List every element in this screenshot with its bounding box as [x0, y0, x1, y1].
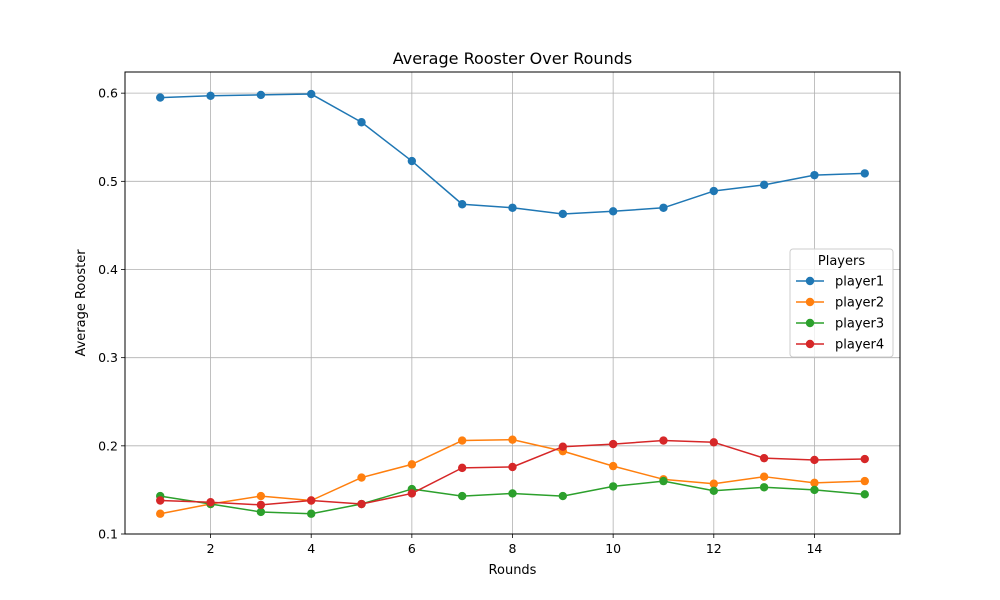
legend-swatch-marker — [805, 297, 815, 307]
data-point-player3 — [759, 483, 769, 492]
data-point-player4 — [307, 496, 316, 505]
data-point-player4 — [206, 498, 215, 507]
y-tick-label: 0.5 — [98, 174, 118, 189]
legend-swatch-marker — [805, 339, 815, 349]
data-point-player2 — [156, 509, 165, 518]
data-point-player2 — [810, 478, 819, 488]
legend-entry-player3: player3 — [835, 317, 884, 332]
data-point-player1 — [608, 207, 618, 216]
y-tick-label: 0.4 — [98, 262, 118, 277]
data-point-player3 — [457, 491, 467, 501]
series-player4 — [156, 436, 869, 510]
data-point-player1 — [759, 180, 769, 190]
data-point-player4 — [759, 453, 769, 463]
data-point-player2 — [860, 476, 869, 486]
y-tick-label: 0.2 — [98, 438, 118, 453]
data-point-player4 — [810, 455, 819, 465]
data-point-player2 — [357, 473, 366, 482]
data-point-player2 — [256, 491, 266, 501]
x-tick-label: 4 — [307, 541, 315, 556]
data-point-player1 — [357, 118, 366, 127]
data-point-player1 — [810, 170, 819, 180]
data-point-player2 — [407, 460, 417, 469]
data-point-player3 — [558, 491, 568, 501]
data-point-player1 — [457, 200, 467, 209]
data-point-player2 — [608, 461, 618, 471]
data-point-player1 — [659, 203, 668, 212]
data-point-player4 — [256, 500, 266, 510]
data-point-player4 — [659, 436, 668, 445]
data-point-player3 — [508, 489, 517, 498]
x-tick-label: 6 — [408, 541, 416, 556]
data-point-player3 — [659, 476, 668, 486]
legend-swatch-marker — [805, 318, 815, 328]
data-point-player1 — [256, 90, 266, 100]
data-point-player4 — [156, 496, 165, 505]
data-point-player4 — [608, 439, 618, 449]
grid-lines — [125, 72, 900, 535]
y-axis-label: Average Rooster — [74, 249, 89, 357]
x-tick-label: 8 — [509, 541, 517, 556]
y-tick-label: 0.1 — [98, 527, 118, 542]
data-point-player3 — [709, 486, 718, 495]
x-tick-label: 14 — [806, 541, 822, 556]
data-point-player4 — [357, 499, 366, 509]
y-tick-label: 0.6 — [98, 86, 118, 101]
x-tick-label: 10 — [605, 541, 621, 556]
data-point-player1 — [307, 89, 316, 99]
data-point-player1 — [407, 156, 417, 166]
data-point-player1 — [558, 209, 568, 219]
data-point-player1 — [709, 186, 718, 196]
data-point-player1 — [206, 91, 215, 101]
data-point-player3 — [256, 507, 266, 517]
data-point-player4 — [860, 454, 869, 464]
data-point-player4 — [457, 463, 467, 473]
series-group — [156, 89, 869, 518]
legend-entry-player4: player4 — [835, 338, 884, 353]
legend-entry-player2: player2 — [835, 296, 884, 311]
legend-swatch-marker — [805, 276, 815, 286]
data-point-player4 — [508, 462, 517, 472]
legend-box — [789, 248, 894, 358]
legend-title: Players — [818, 254, 865, 269]
data-point-player4 — [558, 442, 568, 451]
data-point-player1 — [508, 203, 517, 212]
data-point-player2 — [457, 436, 467, 445]
legend-entry-player1: player1 — [835, 275, 884, 290]
data-point-player4 — [407, 489, 417, 498]
data-point-player3 — [860, 490, 869, 499]
axis-ticks: 2 4 6 8 10 12 14 0.1 0.2 0.3 0.4 0.5 0.6 — [98, 86, 822, 556]
data-point-player2 — [508, 435, 517, 444]
series-player1 — [156, 89, 869, 219]
x-tick-label: 12 — [706, 541, 722, 556]
data-point-player3 — [307, 509, 316, 518]
data-point-player1 — [156, 93, 165, 102]
x-axis-label: Rounds — [489, 563, 537, 578]
data-point-player3 — [810, 485, 819, 495]
data-point-player4 — [709, 438, 718, 447]
data-point-player1 — [860, 169, 869, 178]
data-point-player2 — [709, 479, 718, 488]
data-point-player3 — [608, 482, 618, 491]
chart-title: Average Rooster Over Rounds — [393, 49, 632, 68]
legend: Players player1 player2 player3 player4 — [789, 248, 894, 358]
x-tick-label: 2 — [207, 541, 215, 556]
data-point-player2 — [759, 472, 769, 481]
y-tick-label: 0.3 — [98, 350, 118, 365]
